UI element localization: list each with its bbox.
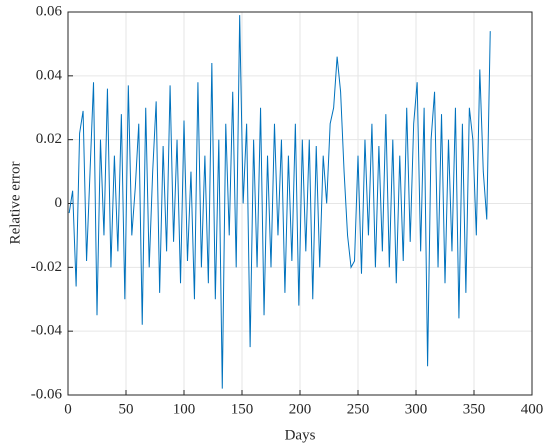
y-tick-label: 0.04: [36, 67, 63, 83]
x-tick-label: 100: [173, 401, 196, 417]
x-tick-label: 200: [289, 401, 312, 417]
x-tick-label: 150: [231, 401, 254, 417]
data-line: [68, 15, 491, 389]
y-tick-label: 0: [55, 195, 63, 211]
plot-border: [67, 11, 533, 396]
x-tick-label: 350: [463, 401, 486, 417]
x-tick-label: 50: [119, 401, 134, 417]
y-tick-label: -0.02: [31, 259, 62, 275]
y-axis-label: Relative error: [7, 162, 23, 245]
y-tick-label: -0.04: [31, 323, 63, 339]
x-axis-label: Days: [285, 427, 316, 443]
y-tick-label: 0.02: [36, 131, 62, 147]
y-tick-label: -0.06: [31, 386, 63, 402]
x-tick-label: 0: [64, 401, 72, 417]
x-tick-label: 400: [521, 401, 544, 417]
y-tick-label: 0.06: [36, 3, 63, 19]
x-tick-label: 300: [405, 401, 428, 417]
x-tick-label: 250: [347, 401, 370, 417]
